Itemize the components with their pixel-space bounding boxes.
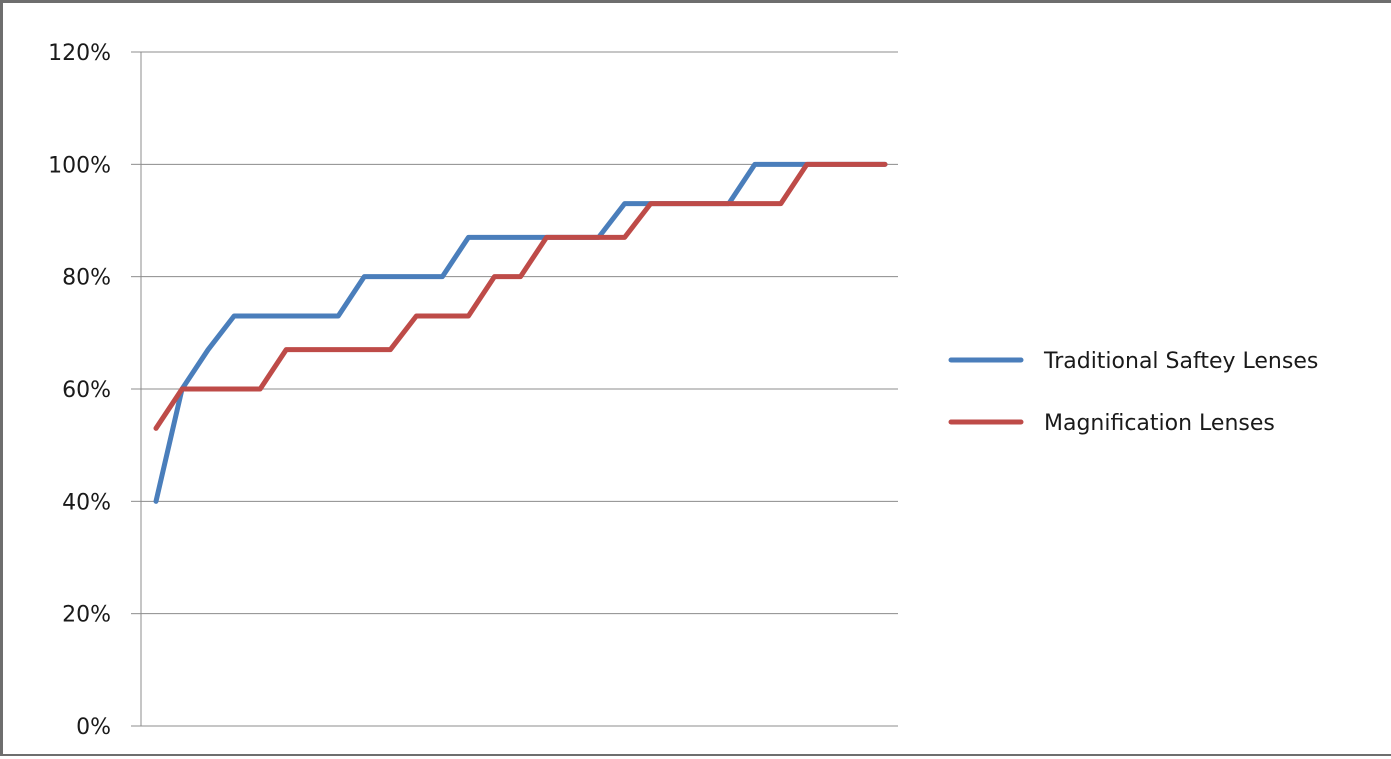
y-tick-label: 20%: [62, 603, 111, 628]
line-chart: 0% 20% 40% 60% 80% 100% 120% Traditional Safte…: [3, 3, 1391, 759]
axes: [131, 52, 141, 726]
y-tick-label: 100%: [48, 153, 111, 178]
y-tick-labels: 0% 20% 40% 60% 80% 100% 120%: [48, 41, 111, 740]
series-lines: [156, 164, 885, 501]
y-tick-label: 120%: [48, 41, 111, 66]
y-tick-label: 40%: [62, 490, 111, 515]
y-tick-label: 60%: [62, 378, 111, 403]
legend-label-0: Traditional Saftey Lenses: [1043, 349, 1318, 374]
legend-label-1: Magnification Lenses: [1044, 411, 1275, 436]
y-tick-label: 0%: [76, 715, 111, 740]
legend: Traditional Saftey Lenses Magnification L…: [951, 349, 1318, 436]
series-line-0: [156, 164, 885, 501]
y-tick-label: 80%: [62, 266, 111, 291]
